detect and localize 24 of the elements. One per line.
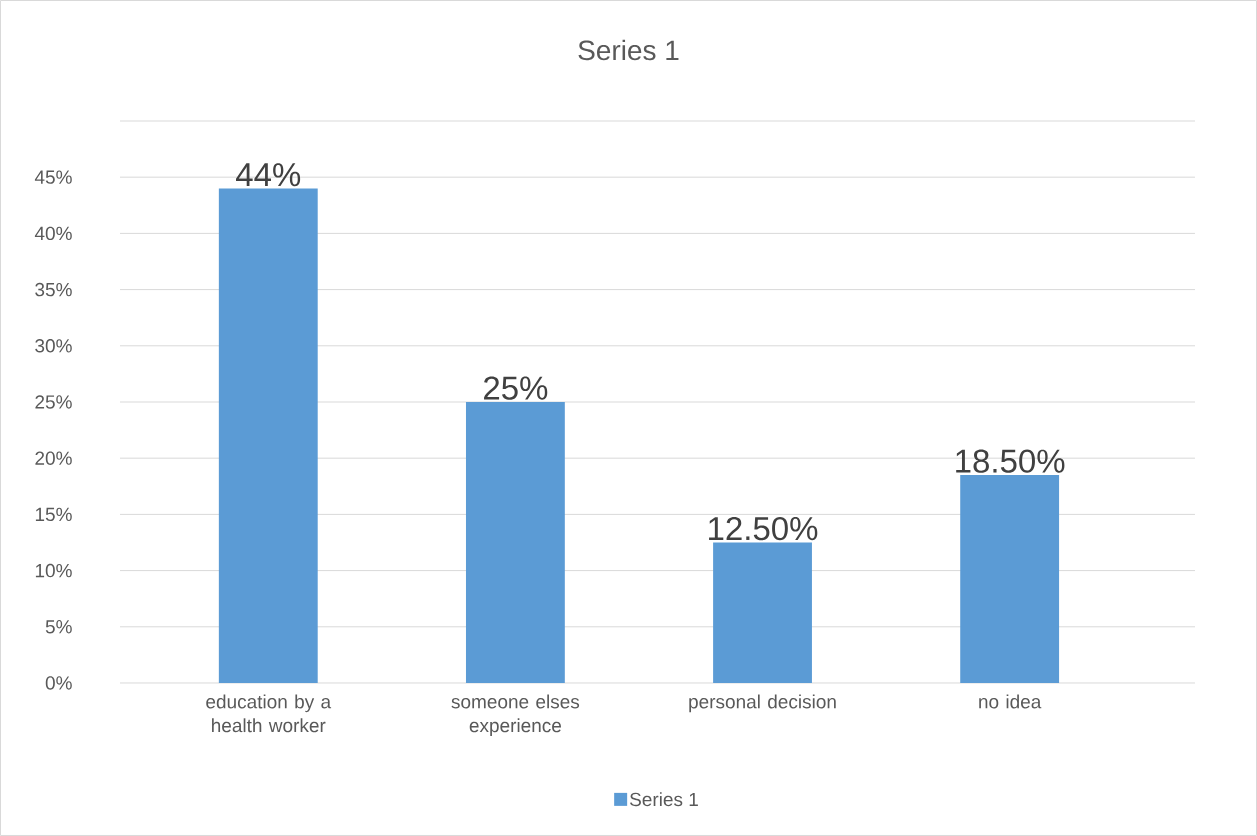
bar (465, 401, 565, 683)
data-label: 18.50% (956, 449, 1065, 473)
x-tick-label: someone elses experience (451, 694, 580, 737)
y-tick-label: 15% (35, 507, 72, 522)
y-tick-label: 45% (34, 170, 72, 184)
data-label: 44% (236, 163, 301, 187)
y-tick-label: 30% (35, 339, 72, 353)
chart-title: Series 1 (578, 39, 679, 61)
bar (713, 542, 812, 683)
y-tick-label: 20% (35, 451, 72, 465)
y-tick-label: 10% (35, 563, 72, 578)
x-tick-label: personal decision (689, 694, 836, 713)
data-label: 12.50% (709, 516, 818, 541)
y-tick-label: 0% (45, 676, 72, 690)
legend-label: Series 1 (630, 792, 698, 807)
bar (218, 188, 318, 683)
y-tick-label: 40% (34, 226, 72, 241)
y-tick-label: 35% (35, 282, 72, 297)
x-tick-label: no idea (979, 694, 1042, 709)
bar (960, 475, 1060, 683)
y-tick-label: 5% (45, 620, 72, 634)
y-tick-label: 25% (35, 395, 72, 409)
x-tick-label: education by a health worker (206, 694, 332, 733)
data-label: 25% (484, 376, 548, 400)
